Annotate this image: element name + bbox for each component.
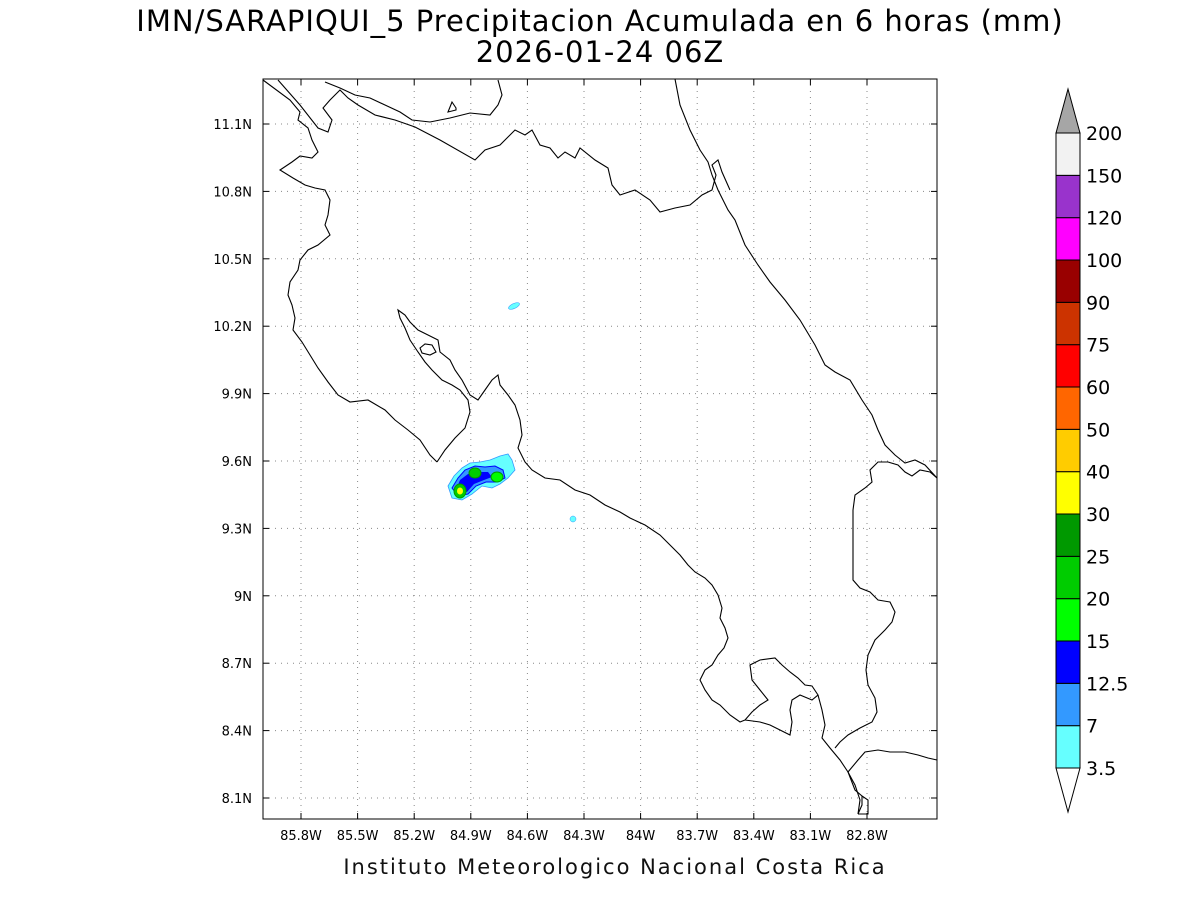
x-tick-label: 84.3W bbox=[563, 829, 605, 844]
precip-cell-1-peak bbox=[457, 487, 463, 495]
x-tick-label: 83.1W bbox=[789, 829, 831, 844]
colorbar-swatch bbox=[1055, 174, 1081, 219]
nicaragua-border bbox=[277, 79, 731, 213]
map-ticks bbox=[263, 79, 937, 819]
y-tick-label: 11.1N bbox=[213, 118, 252, 133]
colorbar-swatch bbox=[1055, 640, 1081, 684]
x-tick-label: 82.8W bbox=[846, 829, 888, 844]
y-tick-label: 10.8N bbox=[213, 185, 252, 200]
map-frame bbox=[262, 78, 938, 820]
colorbar-label: 20 bbox=[1086, 589, 1110, 611]
colorbar-label: 120 bbox=[1086, 208, 1122, 230]
colorbar-label: 15 bbox=[1086, 631, 1110, 653]
x-tick-label: 85.2W bbox=[393, 829, 435, 844]
coastline bbox=[262, 78, 938, 815]
colorbar-swatch bbox=[1055, 132, 1081, 176]
colorbar-label: 7 bbox=[1086, 716, 1098, 738]
precip-spot-east bbox=[569, 515, 577, 523]
colorbar-swatch bbox=[1055, 471, 1081, 515]
colorbar-swatch bbox=[1055, 555, 1081, 600]
small-island bbox=[447, 100, 457, 113]
y-tick-label: 8.1N bbox=[222, 792, 252, 807]
precip-cell-2 bbox=[468, 467, 482, 479]
colorbar-label: 100 bbox=[1086, 250, 1122, 272]
precip-cell-3 bbox=[490, 471, 504, 483]
panama-border bbox=[834, 461, 938, 749]
caribbean-coast bbox=[674, 78, 938, 479]
x-tick-labels: 85.8W 85.5W 85.2W 84.9W 84.6W 84.3W 84W 83.7W 83… bbox=[280, 829, 888, 844]
y-tick-label: 9.6N bbox=[222, 455, 252, 470]
precip-spot-north bbox=[508, 302, 520, 310]
colorbar-swatch bbox=[1055, 344, 1081, 388]
x-tick-label: 84.9W bbox=[450, 829, 492, 844]
x-tick-label: 85.8W bbox=[280, 829, 322, 844]
nicoya-island bbox=[419, 343, 437, 356]
y-tick-label: 8.7N bbox=[222, 657, 252, 672]
colorbar-swatch bbox=[1055, 598, 1081, 642]
colorbar-swatch bbox=[1055, 682, 1081, 727]
institution-footer: Instituto Meteorologico Nacional Costa R… bbox=[343, 855, 887, 879]
colorbar-label: 200 bbox=[1086, 123, 1122, 145]
map-subtitle: 2026-01-24 06Z bbox=[475, 35, 725, 69]
osa-peninsula bbox=[744, 657, 819, 736]
y-tick-label: 8.4N bbox=[222, 725, 252, 740]
precipitation-field bbox=[447, 302, 577, 523]
colorbar-labels: 3.5 7 12.5 15 20 25 30 40 50 60 75 90 100 120 150 200 bbox=[1086, 123, 1128, 780]
colorbar-label: 40 bbox=[1086, 462, 1110, 484]
y-tick-label: 10.2N bbox=[213, 320, 252, 335]
caribbean-coast-north bbox=[324, 79, 503, 123]
colorbar-label: 3.5 bbox=[1086, 758, 1116, 780]
burica-tip bbox=[858, 795, 869, 815]
nicoya-gulf-coast bbox=[397, 308, 746, 723]
y-tick-label: 9.9N bbox=[222, 388, 252, 403]
colorbar-swatch bbox=[1055, 301, 1081, 346]
colorbar-swatch bbox=[1055, 259, 1081, 303]
colorbar-label: 50 bbox=[1086, 419, 1110, 441]
map-grid bbox=[263, 79, 937, 819]
colorbar-swatch bbox=[1055, 513, 1081, 557]
colorbar-label: 75 bbox=[1086, 335, 1110, 357]
colorbar-under-arrow bbox=[1055, 767, 1081, 814]
y-tick-label: 10.5N bbox=[213, 253, 252, 268]
colorbar-label: 25 bbox=[1086, 546, 1110, 568]
y-tick-label: 9.3N bbox=[222, 522, 252, 537]
pacific-coast-nicoya bbox=[262, 79, 438, 463]
x-tick-label: 85.5W bbox=[337, 829, 379, 844]
colorbar-swatch bbox=[1055, 428, 1081, 473]
y-tick-label: 9N bbox=[234, 590, 252, 605]
colorbar-label: 12.5 bbox=[1086, 673, 1128, 695]
colorbar-label: 150 bbox=[1086, 165, 1122, 187]
colorbar: 3.5 7 12.5 15 20 25 30 40 50 60 75 90 100 120 150 200 bbox=[1055, 87, 1128, 814]
colorbar-swatch bbox=[1055, 217, 1081, 261]
colorbar-swatch bbox=[1055, 725, 1081, 769]
x-tick-label: 83.7W bbox=[676, 829, 718, 844]
colorbar-swatches bbox=[1055, 132, 1081, 769]
y-tick-labels: 11.1N 10.8N 10.5N 10.2N 9.9N 9.6N 9.3N 9N 8.7N 8.… bbox=[213, 118, 252, 807]
colorbar-over-arrow bbox=[1055, 87, 1081, 134]
colorbar-label: 90 bbox=[1086, 292, 1110, 314]
x-tick-label: 83.4W bbox=[733, 829, 775, 844]
x-tick-label: 84W bbox=[626, 829, 656, 844]
x-tick-label: 84.6W bbox=[506, 829, 548, 844]
colorbar-label: 30 bbox=[1086, 504, 1110, 526]
map-title: IMN/SARAPIQUI_5 Precipitacion Acumulada … bbox=[136, 4, 1064, 38]
colorbar-label: 60 bbox=[1086, 377, 1110, 399]
colorbar-swatch bbox=[1055, 386, 1081, 430]
